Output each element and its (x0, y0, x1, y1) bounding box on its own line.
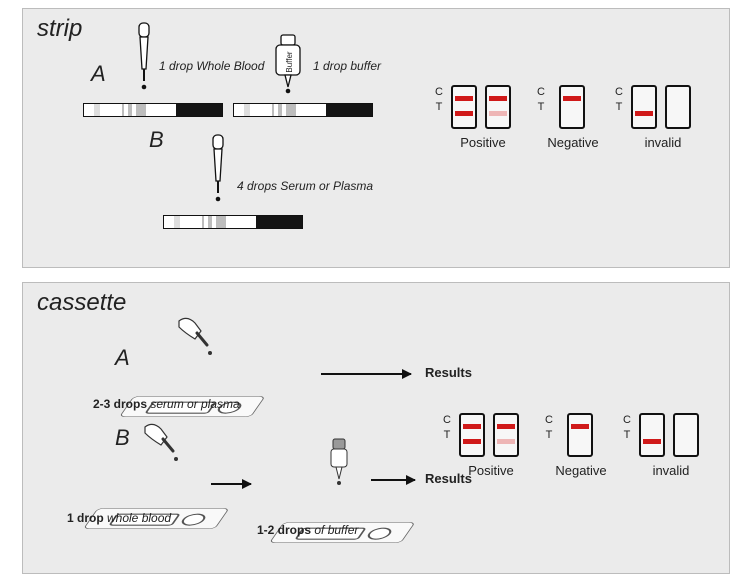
caption-buffer: 1 drop buffer (313, 59, 381, 73)
strip-letter-A: A (91, 61, 106, 87)
svg-text:Buffer: Buffer (285, 51, 294, 73)
strip-title: strip (37, 15, 82, 43)
result-strip (451, 85, 477, 129)
results-word: Results (425, 365, 472, 380)
dropper-icon (129, 23, 159, 95)
label-T: T (624, 429, 631, 441)
arrow-icon (321, 373, 411, 375)
result-strip (493, 413, 519, 457)
label-T: T (538, 101, 545, 113)
caption-whole-blood-cass: 1 drop whole blood (67, 511, 171, 525)
result-strip (559, 85, 585, 129)
result-label: invalid (623, 135, 703, 150)
hand-dropper-icon (139, 423, 187, 471)
test-strip (83, 103, 223, 117)
arrow-icon (371, 479, 415, 481)
result-strip (665, 85, 691, 129)
test-strip (233, 103, 373, 117)
label-C: C (537, 86, 545, 98)
result-negative: CT Negative (543, 85, 603, 150)
label-T: T (546, 429, 553, 441)
result-label: Positive (443, 135, 523, 150)
cassette-letter-B: B (115, 425, 130, 451)
label-C: C (623, 414, 631, 426)
dropper-icon (203, 135, 233, 207)
label-T: T (616, 101, 623, 113)
buffer-bottle-icon (327, 439, 351, 485)
strip-panel: strip A 1 drop Whole Blood Buffer (22, 8, 730, 268)
label-T: T (444, 429, 451, 441)
result-strip (673, 413, 699, 457)
label-C: C (443, 414, 451, 426)
result-strip (567, 413, 593, 457)
label-C: C (615, 86, 623, 98)
cassette-letter-A: A (115, 345, 130, 371)
result-strip (639, 413, 665, 457)
caption-whole-blood: 1 drop Whole Blood (159, 59, 264, 73)
arrow-icon (211, 483, 251, 485)
result-negative: CT Negative (551, 413, 611, 478)
result-strip (485, 85, 511, 129)
label-C: C (545, 414, 553, 426)
label-C: C (435, 86, 443, 98)
strip-letter-B: B (149, 127, 164, 153)
result-label: Negative (543, 135, 603, 150)
caption-serum-plasma-cass: 2-3 drops serum or plasma (93, 397, 240, 411)
caption-buffer-cass: 1-2 drops of buffer (257, 523, 358, 537)
result-strip (631, 85, 657, 129)
result-positive: CT Positive (451, 413, 531, 478)
cassette-panel: cassette A 2-3 drops serum or plasma Res… (22, 282, 730, 574)
result-label: invalid (631, 463, 711, 478)
label-T: T (436, 101, 443, 113)
buffer-bottle-icon: Buffer (271, 35, 305, 95)
result-strip (459, 413, 485, 457)
result-label: Positive (451, 463, 531, 478)
test-strip (163, 215, 303, 229)
result-positive: CT Positive (443, 85, 523, 150)
result-invalid: CT invalid (623, 85, 703, 150)
result-invalid: CT invalid (631, 413, 711, 478)
hand-dropper-icon (173, 317, 221, 365)
cassette-title: cassette (37, 289, 126, 317)
caption-serum-plasma: 4 drops Serum or Plasma (237, 179, 373, 193)
result-label: Negative (551, 463, 611, 478)
